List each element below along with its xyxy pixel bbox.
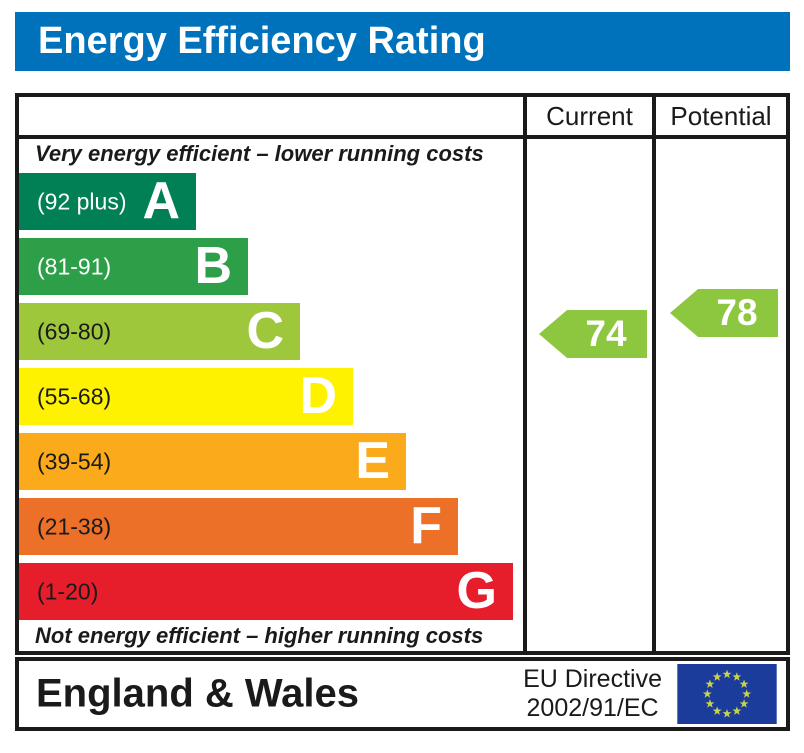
- current-rating-arrow: 74: [539, 310, 647, 358]
- rating-bands: (92 plus) A (81-91) B (69-80) C (55-68) D (39-54…: [19, 173, 523, 628]
- footer: England & Wales EU Directive 2002/91/EC: [15, 657, 790, 731]
- band-letter: D: [299, 367, 337, 425]
- potential-rating-arrow: 78: [670, 289, 778, 337]
- band-b: (81-91) B: [19, 238, 523, 295]
- top-caption: Very energy efficient – lower running co…: [35, 141, 484, 166]
- eu-directive-line1: EU Directive: [523, 665, 662, 693]
- band-bar-b: (81-91) B: [19, 238, 248, 295]
- band-letter: B: [194, 237, 232, 295]
- column-divider-potential: [652, 97, 656, 651]
- band-d: (55-68) D: [19, 368, 523, 425]
- eu-directive-text: EU Directive 2002/91/EC: [523, 665, 662, 723]
- header-divider: [19, 135, 786, 139]
- eu-directive-line2: 2002/91/EC: [526, 694, 659, 722]
- band-range-label: (92 plus): [37, 188, 127, 214]
- band-bar-a: (92 plus) A: [19, 173, 196, 230]
- column-header-potential: Potential: [670, 101, 772, 131]
- band-e: (39-54) E: [19, 433, 523, 490]
- band-bar-c: (69-80) C: [19, 303, 300, 360]
- current-rating-value: 74: [585, 313, 627, 354]
- band-range-label: (21-38): [37, 513, 112, 539]
- band-range-label: (1-20): [37, 578, 99, 604]
- band-range-label: (69-80): [37, 318, 112, 344]
- band-bar-f: (21-38) F: [19, 498, 458, 555]
- band-letter: E: [355, 432, 390, 490]
- band-bar-d: (55-68) D: [19, 368, 353, 425]
- band-c: (69-80) C: [19, 303, 523, 360]
- column-header-current: Current: [546, 101, 633, 131]
- band-g: (1-20) G: [19, 563, 523, 620]
- rating-table: Current Potential Very energy efficient …: [15, 93, 790, 655]
- band-letter: A: [142, 172, 180, 230]
- potential-rating-value: 78: [716, 292, 758, 333]
- region-label: England & Wales: [36, 671, 360, 716]
- band-bar-g: (1-20) G: [19, 563, 513, 620]
- band-letter: F: [410, 497, 442, 555]
- eu-flag-icon: [677, 664, 777, 724]
- title-bar: Energy Efficiency Rating: [15, 12, 790, 71]
- band-f: (21-38) F: [19, 498, 523, 555]
- column-divider-current: [523, 97, 527, 651]
- page-title: Energy Efficiency Rating: [38, 20, 486, 62]
- band-range-label: (39-54): [37, 448, 112, 474]
- band-range-label: (81-91): [37, 253, 112, 279]
- bottom-caption: Not energy efficient – higher running co…: [35, 623, 484, 648]
- band-bar-e: (39-54) E: [19, 433, 406, 490]
- band-letter: C: [246, 302, 284, 360]
- band-range-label: (55-68): [37, 383, 112, 409]
- band-a: (92 plus) A: [19, 173, 523, 230]
- band-letter: G: [456, 562, 497, 620]
